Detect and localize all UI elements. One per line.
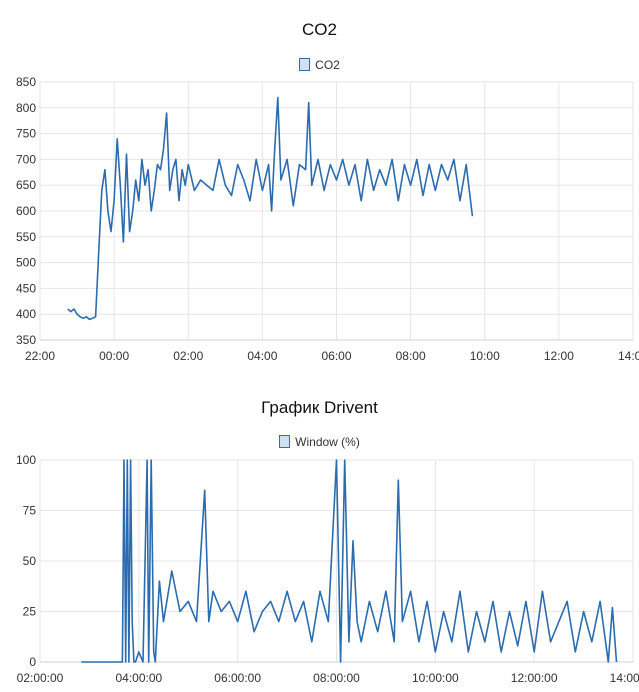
chart-title: График Drivent: [261, 398, 378, 417]
y-tick-label: 750: [16, 127, 36, 141]
x-tick-label: 02:00:00: [17, 671, 64, 685]
x-tick-label: 00:00: [99, 349, 129, 363]
y-tick-label: 650: [16, 178, 36, 192]
legend-label[interactable]: Window (%): [295, 435, 360, 449]
x-tick-label: 04:00: [247, 349, 277, 363]
x-tick-label: 12:00:00: [511, 671, 558, 685]
y-tick-label: 850: [16, 75, 36, 89]
y-tick-label: 700: [16, 152, 36, 166]
x-tick-label: 10:00: [470, 349, 500, 363]
y-tick-label: 800: [16, 101, 36, 115]
y-tick-label: 75: [23, 504, 37, 518]
y-tick-label: 500: [16, 256, 36, 270]
x-tick-label: 14:00: [618, 349, 639, 363]
y-tick-label: 600: [16, 204, 36, 218]
legend-label[interactable]: CO2: [315, 58, 340, 72]
y-tick-label: 25: [23, 605, 37, 619]
x-tick-label: 12:00: [544, 349, 574, 363]
x-tick-label: 06:00:00: [214, 671, 261, 685]
series-line[interactable]: [81, 459, 618, 663]
y-tick-label: 450: [16, 281, 36, 295]
chart-legend[interactable]: Window (%): [0, 435, 639, 449]
co2-plot: 350 400 450 500 550 600 650 700 750 800 850 22:00 00…: [16, 75, 639, 363]
co2-chart: CO2 CO2 350 400 450 500 550 600 650 700 750 800 85…: [0, 20, 639, 363]
x-tick-label: 04:00:00: [115, 671, 162, 685]
window-plot: 0 25 50 75 100 02:00:00 04:00:00 06:00:00 08:00:…: [16, 453, 639, 685]
legend-swatch[interactable]: [279, 435, 291, 448]
x-tick-label: 08:00:00: [313, 671, 360, 685]
chart-legend[interactable]: CO2: [0, 58, 639, 72]
y-tick-label: 0: [29, 655, 36, 669]
x-tick-label: 06:00: [321, 349, 351, 363]
x-tick-label: 02:00: [173, 349, 203, 363]
drivent-chart: График Drivent Window (%) 0 25 50 75 100 02:0…: [0, 390, 639, 692]
y-tick-label: 400: [16, 307, 36, 321]
x-tick-label: 10:00:00: [412, 671, 459, 685]
x-tick-label: 08:00: [396, 349, 426, 363]
y-tick-label: 50: [23, 554, 37, 568]
y-tick-label: 100: [16, 453, 36, 467]
x-tick-label: 22:00: [25, 349, 55, 363]
series-line[interactable]: [67, 96, 474, 321]
y-tick-label: 350: [16, 333, 36, 347]
chart-title: CO2: [302, 20, 337, 39]
x-tick-label: 14:00:00: [610, 671, 639, 685]
y-tick-label: 550: [16, 230, 36, 244]
legend-swatch[interactable]: [299, 58, 311, 71]
